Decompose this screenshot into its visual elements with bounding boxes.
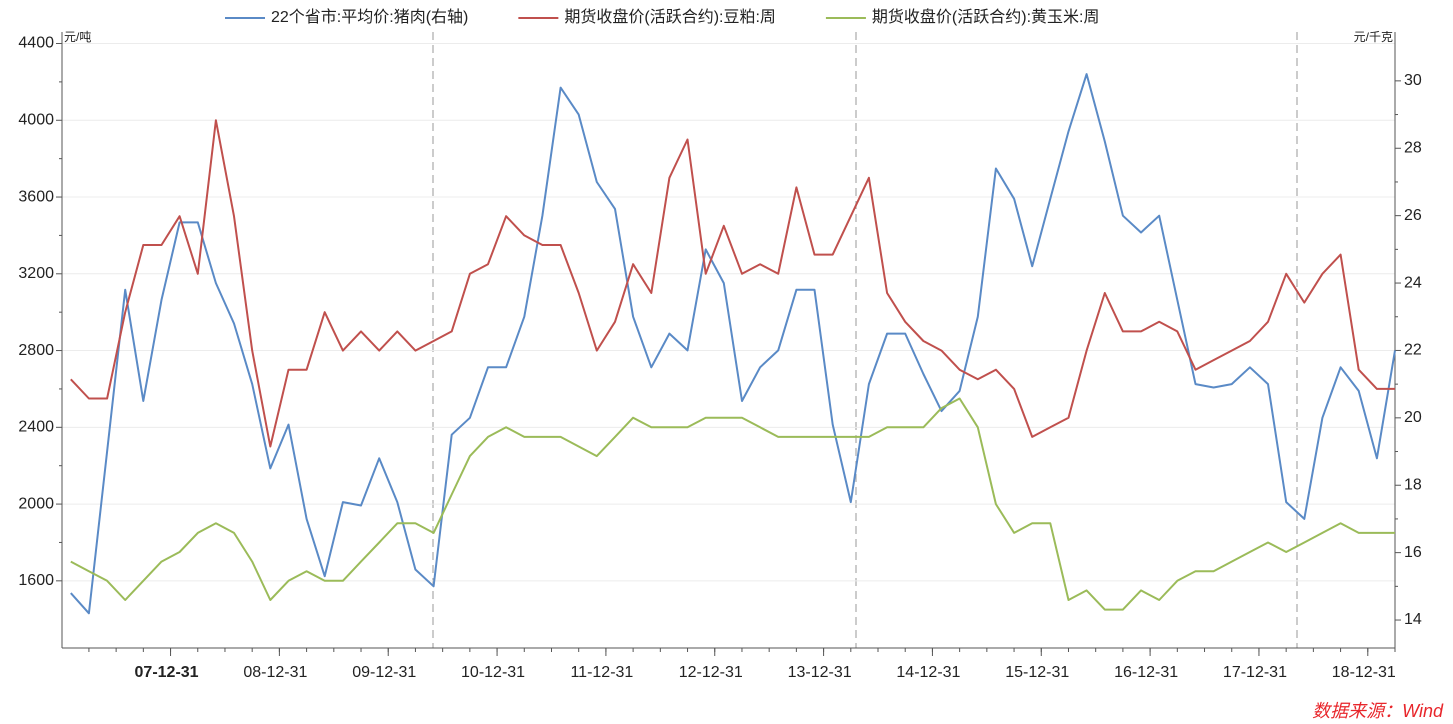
x-tick-label: 18-12-31 xyxy=(1332,664,1396,681)
x-tick-label: 07-12-31 xyxy=(135,664,199,681)
y-axis-unit: 元/吨 xyxy=(64,30,91,44)
y-tick-label: 2000 xyxy=(18,495,54,512)
y-tick-label: 3200 xyxy=(18,265,54,282)
series-line xyxy=(70,397,1395,611)
source-note: 数据来源：Wind xyxy=(1312,701,1444,721)
y-tick-label: 1600 xyxy=(18,572,54,589)
x-tick-label: 12-12-31 xyxy=(679,664,743,681)
y-tick-label: 2800 xyxy=(18,342,54,359)
y2-tick-label: 14 xyxy=(1404,611,1422,628)
y2-tick-label: 20 xyxy=(1404,409,1422,426)
series-line xyxy=(70,73,1396,615)
x-tick-label: 11-12-31 xyxy=(570,664,633,681)
y2-axis-unit: 元/千克 xyxy=(1354,30,1393,44)
x-tick-label: 14-12-31 xyxy=(896,664,960,681)
x-tick-label: 17-12-31 xyxy=(1223,664,1287,681)
x-tick-label: 16-12-31 xyxy=(1114,664,1178,681)
period-dividers xyxy=(432,32,1298,648)
legend-label: 22个省市:平均价:猪肉(右轴) xyxy=(271,8,468,26)
y-tick-label: 4400 xyxy=(18,35,54,52)
y2-tick-label: 22 xyxy=(1404,342,1422,359)
y2-tick-label: 28 xyxy=(1404,139,1422,156)
x-tick-label: 15-12-31 xyxy=(1005,664,1069,681)
x-tick-label: 10-12-31 xyxy=(461,664,525,681)
series-line xyxy=(70,119,1395,448)
y2-tick-label: 26 xyxy=(1404,207,1422,224)
y2-tick-label: 24 xyxy=(1404,274,1422,291)
y-tick-label: 3600 xyxy=(18,188,54,205)
x-tick-label: 09-12-31 xyxy=(352,664,416,681)
legend-label: 期货收盘价(活跃合约):黄玉米:周 xyxy=(872,7,1100,26)
legend-label: 期货收盘价(活跃合约):豆粕:周 xyxy=(564,7,776,26)
y2-tick-label: 18 xyxy=(1404,476,1422,493)
y-tick-label: 2400 xyxy=(18,419,54,436)
x-tick-label: 13-12-31 xyxy=(788,664,852,681)
y-tick-label: 4000 xyxy=(18,111,54,128)
y2-tick-label: 16 xyxy=(1404,544,1422,561)
y2-tick-label: 30 xyxy=(1404,72,1422,89)
x-tick-label: 08-12-31 xyxy=(243,664,307,681)
